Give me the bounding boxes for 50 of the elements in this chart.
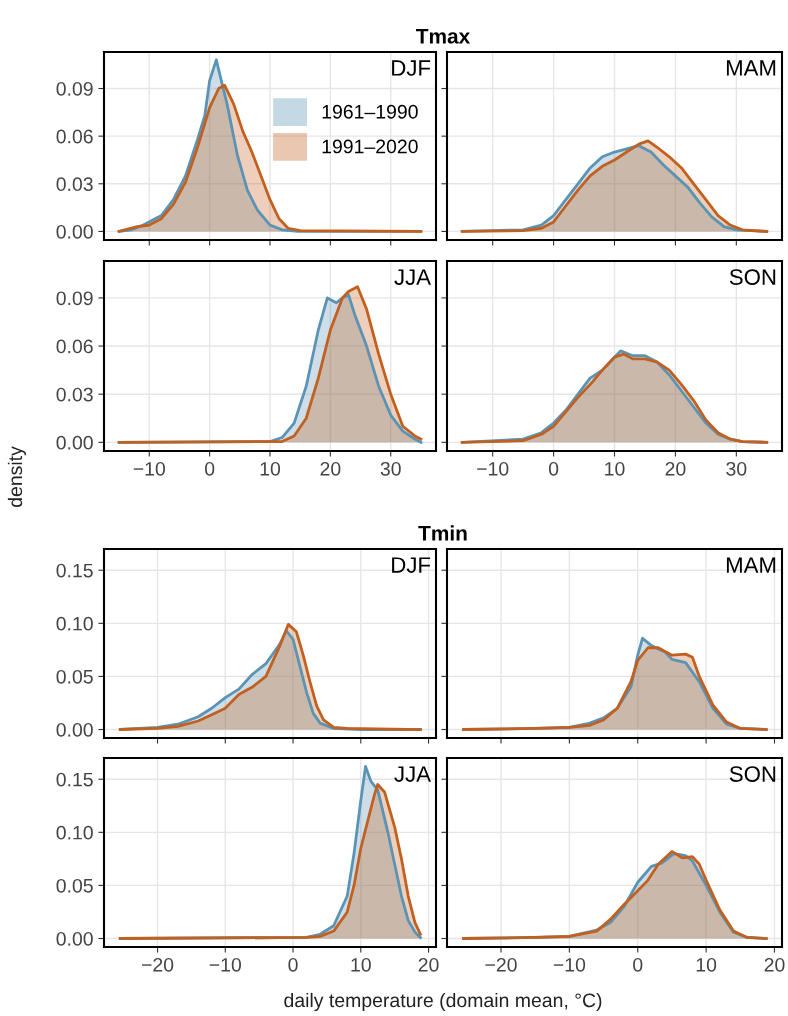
x-tick-label: 10 [605,461,625,476]
chart-title: DJF [392,557,431,573]
x-tick-label: −20 [142,957,174,972]
chart-title: JJA [394,766,431,782]
y-tick-label: 0.00 [56,931,93,946]
chart-title: SON [729,269,776,285]
legend-label: 1991–2020 [322,139,418,154]
y-tick-label: 0.05 [56,669,93,684]
x-tick-label: −20 [485,957,517,972]
x-tick-label: −10 [553,957,586,972]
x-axis-title: daily temperature (domain mean, °C) [284,992,602,1012]
y-tick-label: 0.00 [56,722,93,737]
y-tick-label: 0.15 [56,772,93,787]
chart-title: JJA [394,269,431,285]
y-tick-label: 0.03 [56,387,93,402]
x-tick-label: 0 [633,957,643,972]
text: Tmin [418,525,467,541]
x-tick-label: 20 [320,461,341,476]
chart-title: DJF [392,60,431,76]
y-tick-label: 0.10 [56,616,93,631]
x-tick-label: 0 [548,461,559,476]
x-tick-label: 20 [418,957,439,972]
y-tick-label: 0.10 [56,825,93,840]
x-tick-label: −10 [209,957,242,972]
x-tick-label: 10 [696,957,717,972]
x-tick-label: 20 [665,461,686,476]
x-tick-label: 10 [260,461,281,476]
chart-title: MAM [726,60,776,76]
x-tick-label: −10 [477,461,509,476]
y-tick-label: 0.00 [56,224,93,239]
y-tick-label: 0.09 [56,291,93,306]
y-tick-label: 0.06 [56,129,93,144]
x-tick-label: 20 [764,957,785,972]
y-tick-label: 0.05 [56,878,93,893]
x-tick-label: 0 [288,957,298,972]
x-tick-label: 30 [726,461,747,476]
y-tick-label: 0.09 [56,81,93,96]
y-tick-label: 0.03 [56,177,93,192]
chart-title: MAM [726,557,776,573]
y-tick-label: 0.06 [56,339,93,354]
text: Tmax [416,29,471,44]
y-tick-label: 0.15 [56,563,93,578]
y-tick-label: 0.00 [56,435,93,450]
legend-label: 1961–1990 [322,104,418,119]
x-tick-label: −10 [133,461,165,476]
x-tick-label: 30 [380,461,401,476]
chart-title: SON [729,766,776,782]
x-tick-label: 0 [204,461,215,476]
y-axis-title: density [7,446,26,507]
x-tick-label: 10 [351,957,371,972]
